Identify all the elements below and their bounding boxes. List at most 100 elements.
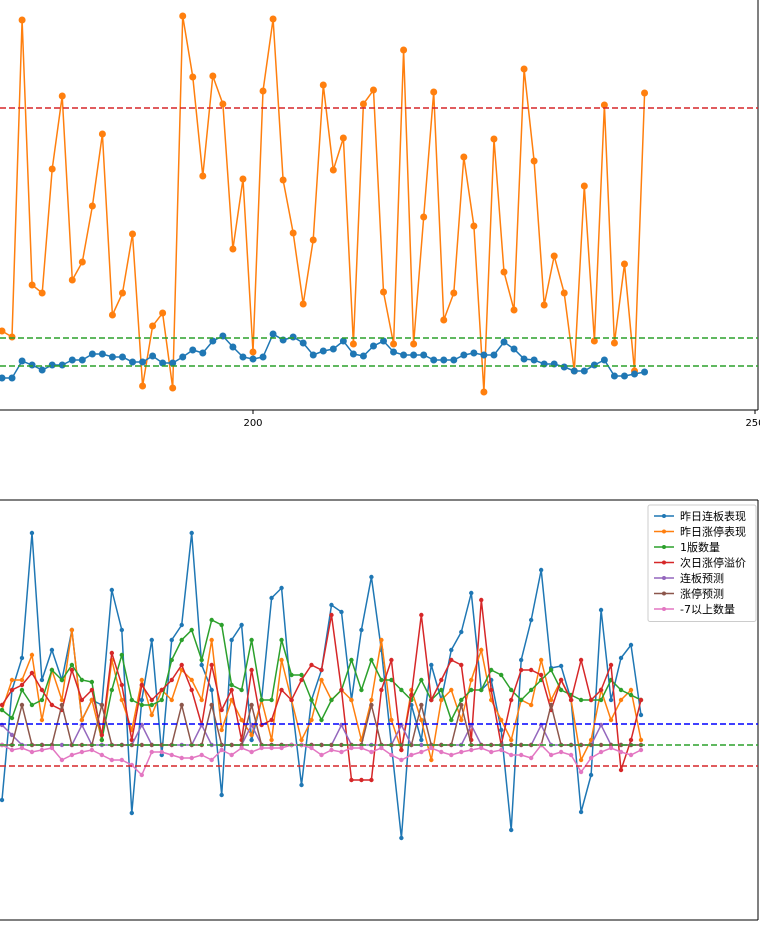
point (219, 622, 224, 628)
point (59, 702, 65, 708)
point (119, 757, 125, 763)
point (459, 662, 464, 668)
point (269, 717, 274, 723)
point (439, 677, 444, 683)
point (349, 657, 354, 663)
point (0, 707, 5, 713)
point (249, 737, 254, 743)
point (0, 327, 6, 335)
point (109, 757, 115, 763)
point (489, 749, 494, 755)
point (108, 353, 116, 361)
point (58, 92, 66, 100)
point (99, 702, 105, 708)
point (638, 697, 644, 703)
point (19, 702, 25, 708)
point (209, 687, 214, 693)
point (249, 667, 254, 673)
point (460, 351, 468, 359)
point (499, 747, 504, 753)
point (219, 792, 224, 798)
legend-marker (662, 607, 666, 611)
point (169, 384, 177, 392)
point (249, 355, 257, 363)
point (69, 627, 75, 633)
point (618, 749, 624, 755)
point (369, 702, 374, 708)
point (638, 712, 644, 718)
point (440, 316, 448, 324)
point (580, 367, 588, 375)
series-line (1, 743, 642, 777)
point (499, 727, 504, 733)
point (419, 702, 424, 708)
point (410, 340, 418, 348)
point (89, 687, 95, 693)
point (369, 697, 374, 703)
point (99, 732, 105, 738)
point (399, 757, 404, 763)
point (259, 353, 267, 361)
point (239, 622, 244, 628)
point (558, 749, 564, 755)
point (149, 352, 157, 360)
point (568, 697, 574, 703)
point (449, 687, 454, 693)
point (588, 755, 594, 761)
point (299, 672, 304, 678)
point (149, 697, 154, 703)
point (430, 356, 438, 364)
point (620, 372, 628, 380)
point (129, 230, 137, 238)
point (440, 356, 448, 364)
point (69, 752, 75, 758)
point (349, 745, 354, 751)
point (139, 697, 144, 703)
point (199, 752, 204, 758)
point (369, 342, 377, 350)
point (550, 252, 558, 260)
point (560, 289, 568, 297)
point (149, 702, 154, 708)
point (509, 827, 514, 833)
legend-marker (662, 529, 666, 534)
point (518, 657, 524, 663)
point (19, 687, 25, 693)
point (479, 687, 484, 693)
point (399, 687, 404, 693)
point (490, 135, 498, 143)
point (518, 752, 524, 758)
point (628, 752, 634, 758)
point (329, 742, 334, 748)
point (29, 652, 35, 658)
point (429, 662, 434, 668)
point (618, 767, 624, 773)
point (489, 667, 494, 673)
point (38, 366, 46, 374)
point (449, 752, 454, 758)
point (219, 747, 224, 753)
point (209, 337, 217, 345)
point (68, 276, 76, 284)
point (19, 745, 25, 751)
point (49, 702, 55, 708)
point (618, 697, 624, 703)
legend-marker (662, 514, 666, 518)
point (489, 687, 494, 693)
point (359, 627, 364, 633)
point (219, 707, 224, 713)
point (379, 687, 384, 693)
point (518, 697, 524, 703)
point (439, 697, 444, 703)
point (269, 737, 274, 743)
point (179, 755, 184, 761)
point (499, 742, 504, 748)
point (390, 340, 398, 348)
point (578, 697, 584, 703)
point (78, 356, 86, 364)
point (641, 368, 649, 376)
legend-label: 1版数量 (680, 540, 720, 554)
point (628, 687, 634, 693)
legend-box (647, 504, 757, 622)
